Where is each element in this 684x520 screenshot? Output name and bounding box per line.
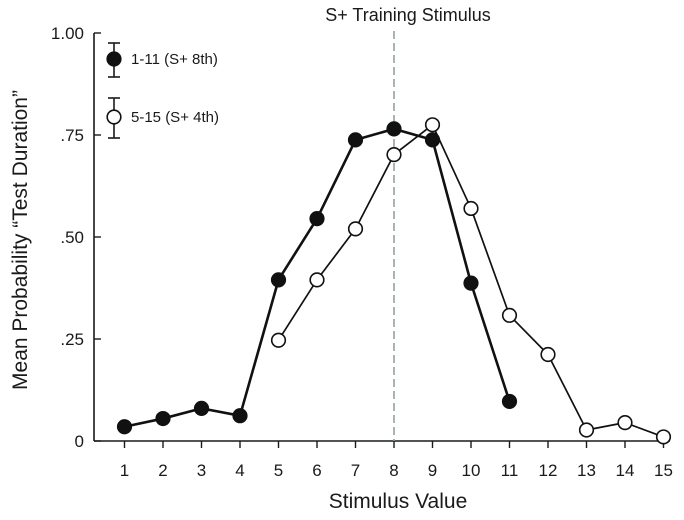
- x-tick-label: 8: [389, 461, 398, 480]
- data-point: [232, 408, 248, 424]
- y-tick-label: .25: [60, 330, 84, 349]
- x-tick-label: 2: [158, 461, 167, 480]
- y-ticks: 0 .25 .50 .75 1.00: [51, 24, 101, 451]
- data-point: [386, 146, 402, 163]
- data-point: [424, 117, 441, 133]
- x-tick-label: 14: [616, 461, 635, 480]
- x-axis-title: Stimulus Value: [329, 490, 468, 513]
- x-tick-label: 1: [120, 461, 129, 480]
- data-point: [309, 211, 325, 227]
- data-point: [463, 200, 479, 217]
- x-tick-label: 10: [462, 461, 481, 480]
- legend-marker: [106, 51, 122, 67]
- data-point: [347, 221, 364, 237]
- legend-item: 5-15 (S+ 4th): [106, 97, 219, 139]
- x-tick-label: 3: [197, 461, 206, 480]
- x-tick-label: 15: [654, 461, 673, 480]
- data-point: [270, 332, 287, 348]
- axes: [93, 33, 670, 442]
- series-2: [270, 117, 672, 445]
- data-point: [309, 272, 325, 288]
- data-point: [540, 346, 556, 363]
- data-point: [193, 400, 210, 416]
- data-point: [155, 410, 171, 427]
- data-point: [578, 422, 595, 438]
- y-tick-label: .75: [60, 126, 84, 145]
- series-1: [116, 121, 518, 435]
- x-tick-label: 13: [577, 461, 596, 480]
- data-point: [655, 429, 672, 445]
- y-tick-label: .50: [60, 228, 84, 247]
- data-point: [463, 275, 479, 291]
- data-point: [270, 272, 287, 288]
- legend-marker: [106, 109, 122, 125]
- x-ticks: 1 2 3 4 5 6 7 8 9 10 11 12 13 14 15: [120, 441, 673, 480]
- data-point: [386, 121, 402, 137]
- y-tick-label: 1.00: [51, 24, 84, 43]
- x-tick-label: 7: [351, 461, 360, 480]
- x-tick-label: 5: [274, 461, 283, 480]
- data-point: [501, 307, 518, 323]
- y-axis-title: Mean Probability “Test Duration”: [9, 90, 32, 390]
- data-point: [347, 132, 364, 148]
- legend-label: 1-11 (S+ 8th): [131, 51, 218, 68]
- x-tick-label: 11: [501, 461, 519, 480]
- x-tick-label: 6: [312, 461, 321, 480]
- series-layer: [116, 117, 672, 445]
- legend: 1-11 (S+ 8th) 5-15 (S+ 4th): [106, 42, 219, 139]
- legend-item: 1-11 (S+ 8th): [106, 42, 218, 78]
- training-stimulus-label: S+ Training Stimulus: [325, 5, 491, 25]
- y-tick-label: 0: [75, 432, 84, 451]
- data-point: [501, 393, 518, 410]
- x-tick-label: 9: [428, 461, 437, 480]
- data-point: [617, 415, 633, 431]
- x-tick-label: 4: [235, 461, 244, 480]
- x-tick-label: 12: [539, 461, 558, 480]
- legend-label: 5-15 (S+ 4th): [131, 109, 219, 126]
- data-point: [116, 419, 133, 435]
